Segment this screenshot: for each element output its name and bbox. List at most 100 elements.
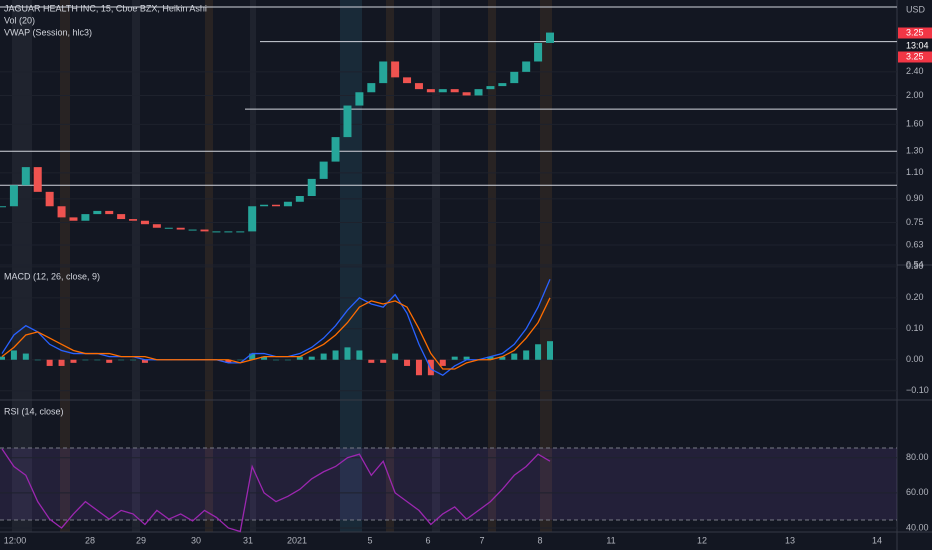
price-tick-label: 0.90: [906, 193, 924, 203]
histogram-bar: [499, 356, 506, 360]
histogram-bar: [58, 359, 65, 366]
rsi-title: RSI (14, close): [4, 406, 64, 416]
candle: [272, 204, 280, 207]
histogram-bar: [380, 359, 387, 363]
time-tick-label: 5: [367, 535, 372, 545]
price-badge-label: 3.25: [906, 51, 924, 61]
histogram-bar: [523, 350, 530, 360]
price-tick-label: 1.60: [906, 119, 924, 129]
time-tick-label: 29: [136, 535, 146, 545]
histogram-bar: [427, 359, 434, 376]
histogram-bar: [463, 356, 470, 360]
candle: [21, 167, 30, 186]
candle: [474, 89, 483, 96]
candle: [283, 201, 292, 207]
time-tick-label: 12:00: [4, 535, 27, 545]
candle: [450, 89, 459, 93]
histogram-bar: [320, 353, 327, 360]
session-stripe: [488, 0, 496, 532]
histogram-bar: [356, 350, 363, 360]
volume-label: Vol (20): [4, 15, 35, 25]
time-tick-label: 11: [606, 535, 615, 545]
histogram-bar: [535, 344, 542, 360]
currency: USD: [906, 4, 926, 14]
histogram-bar: [511, 353, 518, 360]
candle: [93, 210, 102, 215]
histogram-bar: [332, 350, 339, 360]
candle: [534, 42, 543, 62]
time-tick-label: 14: [872, 535, 882, 545]
histogram-bar: [273, 359, 279, 361]
time-tick-label: 6: [425, 535, 430, 545]
histogram-bar: [82, 359, 89, 361]
price-tick-label: 2.40: [906, 66, 924, 76]
candle: [236, 231, 245, 233]
vwap-label: VWAP (Session, hlc3): [4, 27, 92, 37]
candle: [295, 196, 304, 202]
candle: [117, 214, 126, 220]
histogram-bar: [296, 356, 303, 360]
candle: [319, 161, 328, 179]
histogram-bar: [46, 359, 53, 366]
candle: [367, 83, 376, 93]
price-tick-label: 0.54: [906, 259, 924, 269]
price-tick-label: 2.00: [906, 90, 924, 100]
session-stripe: [132, 0, 140, 532]
histogram-bar: [106, 359, 113, 363]
symbol-title: JAGUAR HEALTH INC, 15, Cboe BZX, Heikin …: [4, 3, 207, 13]
histogram-bar: [392, 353, 399, 360]
price-tick-label: 1.30: [906, 146, 924, 156]
macd-line: [1, 278, 551, 376]
histogram-bar: [22, 353, 29, 360]
candle: [45, 191, 54, 207]
macd-tick-label: 0.10: [906, 323, 924, 333]
histogram-bar: [439, 359, 446, 366]
rsi-band: [0, 448, 897, 520]
rsi-tick-label: 60.00: [906, 487, 929, 497]
candle: [414, 83, 423, 90]
price-badge-label: 3.25: [906, 27, 924, 37]
price-badge: [898, 40, 932, 52]
candle: [152, 224, 161, 228]
histogram-bar: [10, 350, 17, 360]
price-tick-label: 0.63: [906, 239, 924, 249]
candle: [164, 227, 173, 229]
candle: [9, 185, 18, 207]
histogram-bar: [0, 356, 5, 360]
candle: [129, 219, 138, 221]
session-stripe: [60, 0, 70, 532]
candle: [403, 77, 412, 84]
candle: [140, 220, 149, 225]
histogram-bar: [404, 359, 411, 366]
candle: [81, 214, 90, 221]
price-tick-label: 1.10: [906, 167, 924, 177]
candle: [212, 231, 221, 233]
time-tick-label: 12: [697, 535, 707, 545]
macd-tick-label: 0.20: [906, 292, 924, 302]
histogram-bar: [249, 353, 256, 360]
candle: [510, 71, 519, 84]
histogram-bar: [284, 359, 291, 361]
price-tick-label: 0.75: [906, 217, 924, 227]
session-stripe: [386, 0, 394, 532]
macd-tick-label: 0.30: [906, 261, 924, 271]
macd-title: MACD (12, 26, close, 9): [4, 271, 100, 281]
candle: [379, 61, 388, 84]
histogram-bar: [141, 359, 148, 363]
rsi-tick-label: 40.00: [906, 522, 929, 532]
candle: [307, 178, 316, 197]
candle: [343, 105, 352, 138]
price-badge: [898, 51, 932, 63]
histogram-bar: [451, 356, 458, 360]
signal-line: [1, 297, 551, 370]
candle: [355, 92, 364, 106]
candle: [224, 231, 233, 233]
histogram-bar: [415, 359, 422, 376]
histogram-bar: [34, 359, 41, 361]
candle: [69, 217, 78, 221]
candle: [438, 89, 447, 93]
rsi-line: [1, 448, 551, 533]
histogram-bar: [547, 341, 553, 360]
candle: [248, 206, 257, 232]
price-badge: [898, 27, 932, 39]
